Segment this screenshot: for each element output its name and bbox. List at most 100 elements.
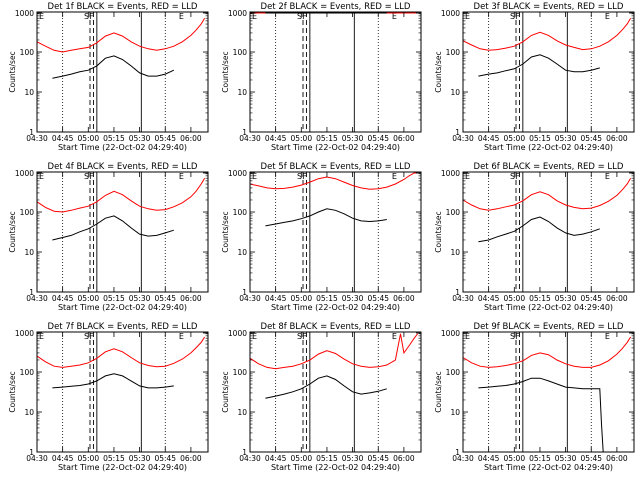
marker-center: SF [510,12,520,21]
marker-left: E [252,332,257,341]
y-tick-label: 1 [242,448,247,457]
y-tick-label: 1 [29,128,34,137]
series-lld [36,336,206,368]
x-tick-label: 05:00 [77,294,99,303]
x-axis-label: Start Time (22-Oct-02 04:29:40) [58,143,187,152]
panel-title: Det 5f BLACK = Events, RED = LLD [261,162,411,172]
panel-title: Det 8f BLACK = Events, RED = LLD [261,322,411,332]
y-tick-label: 100 [233,48,248,57]
y-tick-label: 10 [24,248,34,257]
x-tick-label: 06:00 [180,454,202,463]
plot-frame [36,331,209,453]
plot-frame [249,331,422,453]
series-events [52,55,175,79]
marker-center: SF [297,332,307,341]
x-tick-label: 04:30 [239,454,261,463]
x-tick-label: 06:00 [606,134,628,143]
x-tick-label: 06:00 [606,454,628,463]
x-tick-label: 05:30 [342,134,364,143]
series-lld [36,177,206,213]
plot-frame [462,171,635,293]
marker-center: SF [84,12,94,21]
marker-left: E [39,12,44,21]
x-tick-label: 05:45 [154,294,176,303]
y-tick-label: 100 [446,368,461,377]
x-tick-label: 05:30 [129,294,151,303]
series-events [478,377,604,453]
plot-frame [249,171,422,293]
y-axis-label: Counts/sec [221,51,230,92]
marker-right: E [605,172,610,181]
series-lld [462,17,632,51]
series-lld [462,336,632,368]
x-axis-label: Start Time (22-Oct-02 04:29:40) [484,463,613,472]
marker-left: E [465,332,470,341]
x-tick-label: 04:45 [478,294,500,303]
x-tick-label: 05:45 [580,294,602,303]
panel-title: Det 1f BLACK = Events, RED = LLD [48,2,198,12]
y-tick-label: 1 [242,128,247,137]
y-tick-label: 1 [242,288,247,297]
x-tick-label: 05:00 [503,134,525,143]
y-tick-label: 100 [20,48,35,57]
x-tick-label: 05:30 [555,134,577,143]
y-tick-label: 10 [237,248,247,257]
x-tick-label: 05:15 [529,454,551,463]
x-tick-label: 05:30 [342,454,364,463]
y-tick-label: 10 [450,408,460,417]
x-tick-label: 04:30 [452,134,474,143]
marker-left: E [39,332,44,341]
y-axis-label: Counts/sec [8,51,17,92]
x-axis-label: Start Time (22-Oct-02 04:29:40) [58,463,187,472]
marker-left: E [252,12,257,21]
series-events [52,373,174,389]
y-tick-label: 1000 [15,169,34,178]
x-tick-label: 04:45 [265,454,287,463]
y-tick-label: 10 [450,88,460,97]
panel-title: Det 7f BLACK = Events, RED = LLD [48,322,198,332]
x-tick-label: 05:15 [529,134,551,143]
y-tick-label: 1000 [441,169,460,178]
x-axis-label: Start Time (22-Oct-02 04:29:40) [484,303,613,312]
x-tick-label: 05:00 [290,454,312,463]
x-tick-label: 05:45 [154,454,176,463]
plot-frame [462,11,635,133]
x-tick-label: 06:00 [180,294,202,303]
marker-right: E [392,332,397,341]
y-tick-label: 10 [450,248,460,257]
x-tick-label: 05:45 [580,134,602,143]
x-tick-label: 06:00 [393,134,415,143]
panel-title: Det 4f BLACK = Events, RED = LLD [48,162,198,172]
y-tick-label: 1000 [15,9,34,18]
marker-center: SF [510,172,520,181]
x-tick-label: 05:30 [555,294,577,303]
series-lld [249,333,418,370]
x-tick-label: 06:00 [606,294,628,303]
series-lld [36,17,206,53]
x-tick-label: 05:30 [555,454,577,463]
y-axis-label: Counts/sec [221,371,230,412]
marker-left: E [465,172,470,181]
y-tick-label: 100 [446,208,461,217]
x-tick-label: 05:00 [290,294,312,303]
marker-right: E [179,332,184,341]
series-events [478,54,600,77]
x-tick-label: 04:30 [26,454,48,463]
x-tick-label: 05:15 [316,294,338,303]
plot-frame [36,11,209,133]
x-tick-label: 04:30 [452,294,474,303]
y-tick-label: 1 [29,288,34,297]
x-tick-label: 05:15 [316,454,338,463]
marker-right: E [605,12,610,21]
series-events [265,208,387,227]
x-tick-label: 04:45 [52,454,74,463]
series-events [478,216,600,243]
x-tick-label: 05:30 [129,134,151,143]
marker-right: E [392,12,397,21]
y-axis-label: Counts/sec [221,211,230,252]
x-tick-label: 04:45 [265,134,287,143]
x-tick-label: 04:30 [26,294,48,303]
